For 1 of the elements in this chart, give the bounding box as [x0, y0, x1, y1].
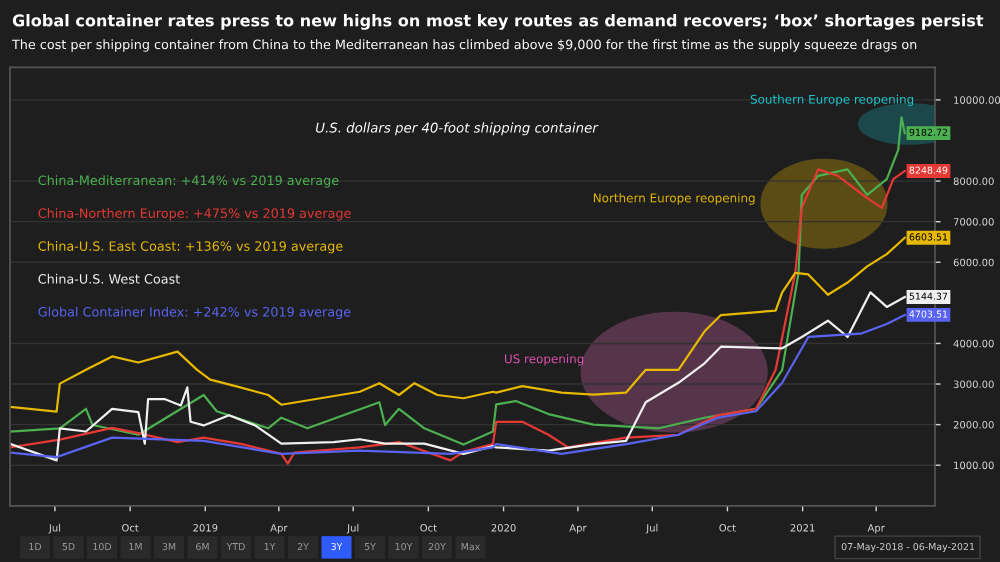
chart-title: Global container rates press to new highs on most key routes as demand recovers; ‘box’ shortages persist	[12, 14, 984, 30]
